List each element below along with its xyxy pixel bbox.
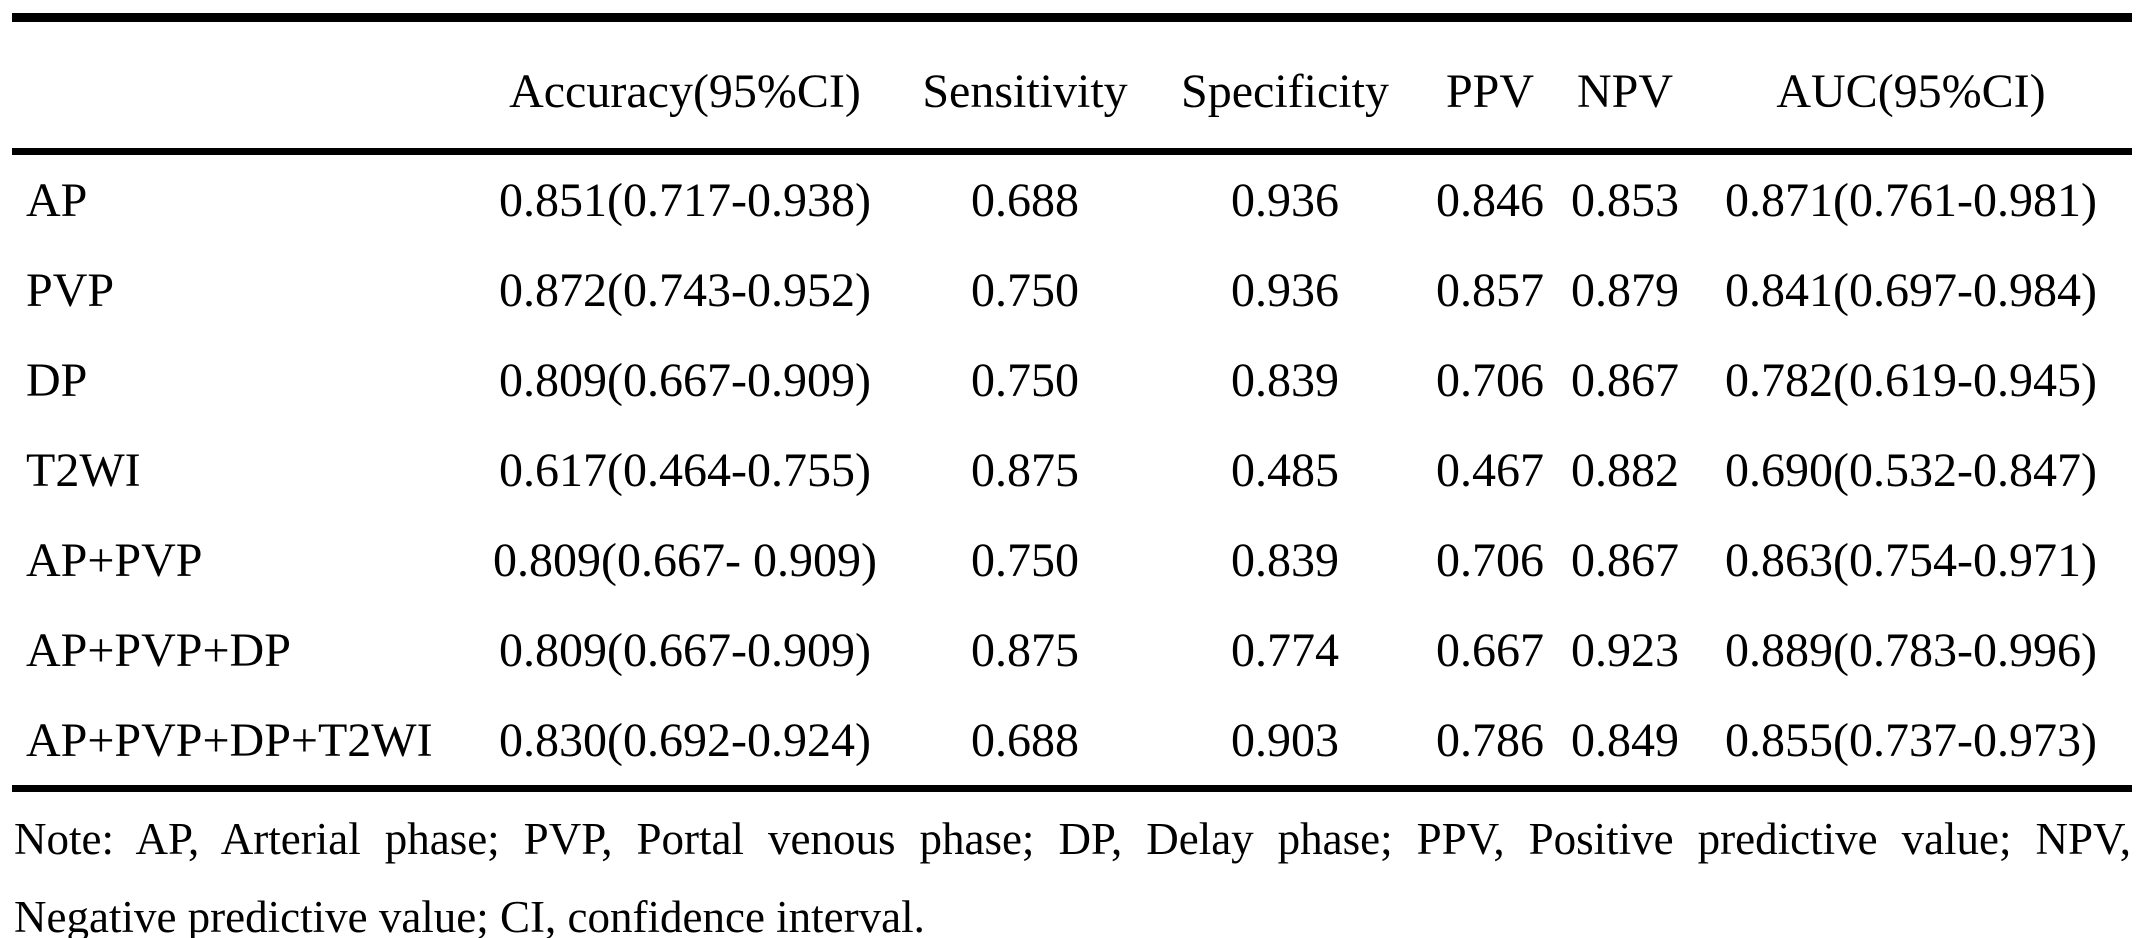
- table-cell: 0.936: [1231, 263, 1339, 317]
- table-cell: 0.750: [971, 263, 1079, 317]
- table-cell: 0.809(0.667-0.909): [499, 353, 871, 407]
- table-cell: 0.841(0.697-0.984): [1725, 263, 2097, 317]
- results-table: Accuracy(95%CI) Sensitivity Specificity …: [12, 22, 2132, 792]
- column-header-specificity: Specificity: [1150, 22, 1420, 155]
- table-cell: 0.923: [1571, 623, 1679, 677]
- table-cell: 0.809(0.667- 0.909): [493, 533, 877, 587]
- row-label: AP+PVP+DP: [26, 623, 291, 677]
- table-cell: 0.485: [1231, 443, 1339, 497]
- table-row: AP 0.851(0.717-0.938) 0.688 0.936 0.846 …: [12, 152, 2132, 246]
- table-cell: 0.706: [1436, 353, 1544, 407]
- table-cell: 0.467: [1436, 443, 1544, 497]
- table-cell: 0.855(0.737-0.973): [1690, 695, 2132, 792]
- table-cell: 0.879: [1571, 263, 1679, 317]
- table-cell: 0.857: [1436, 263, 1544, 317]
- note-text: Note: AP, Arterial phase; PVP, Portal ve…: [14, 814, 2131, 864]
- table-cell: 0.875: [971, 443, 1079, 497]
- table-cell: 0.830(0.692-0.924): [470, 695, 900, 792]
- table-row: PVP 0.872(0.743-0.952) 0.750 0.936 0.857…: [12, 245, 2132, 335]
- table-cell: 0.889(0.783-0.996): [1725, 623, 2097, 677]
- table-cell: 0.690(0.532-0.847): [1725, 443, 2097, 497]
- table-row: T2WI 0.617(0.464-0.755) 0.875 0.485 0.46…: [12, 425, 2132, 515]
- table-cell: 0.871(0.761-0.981): [1725, 173, 2097, 227]
- table-row: AP+PVP 0.809(0.667- 0.909) 0.750 0.839 0…: [12, 515, 2132, 605]
- table-row: AP+PVP+DP+T2WI 0.830(0.692-0.924) 0.688 …: [12, 695, 2132, 792]
- table-header: Accuracy(95%CI) Sensitivity Specificity …: [12, 22, 2132, 155]
- table-footnote: Note: AP, Arterial phase; PVP, Portal ve…: [14, 800, 2131, 938]
- column-header-accuracy: Accuracy(95%CI): [470, 22, 900, 155]
- table-cell: 0.882: [1571, 443, 1679, 497]
- table-cell: 0.839: [1231, 353, 1339, 407]
- table-top-rule: [12, 13, 2132, 22]
- table-cell: 0.875: [971, 623, 1079, 677]
- column-header-blank: [12, 22, 470, 155]
- table-cell: 0.849: [1560, 695, 1690, 792]
- table-cell: 0.706: [1436, 533, 1544, 587]
- table-cell: 0.774: [1231, 623, 1339, 677]
- table-cell: 0.688: [971, 173, 1079, 227]
- table-cell: 0.750: [971, 533, 1079, 587]
- table-cell: 0.782(0.619-0.945): [1725, 353, 2097, 407]
- table-cell: 0.846: [1436, 173, 1544, 227]
- table-cell: 0.786: [1420, 695, 1560, 792]
- column-header-ppv: PPV: [1420, 22, 1560, 155]
- column-header-auc: AUC(95%CI): [1690, 22, 2132, 155]
- table-cell: 0.867: [1571, 353, 1679, 407]
- table-cell: 0.853: [1571, 173, 1679, 227]
- table-cell: 0.750: [971, 353, 1079, 407]
- row-label: AP+PVP+DP+T2WI: [12, 695, 470, 792]
- table-cell: 0.809(0.667-0.909): [499, 623, 871, 677]
- table-cell: 0.903: [1150, 695, 1420, 792]
- row-label: AP+PVP: [26, 533, 203, 587]
- table-cell: 0.839: [1231, 533, 1339, 587]
- table-cell: 0.851(0.717-0.938): [499, 173, 871, 227]
- row-label: DP: [26, 353, 88, 407]
- row-label: AP: [26, 173, 88, 227]
- header-row: Accuracy(95%CI) Sensitivity Specificity …: [12, 22, 2132, 155]
- table-cell: 0.688: [900, 695, 1150, 792]
- row-label: T2WI: [26, 443, 141, 497]
- table-cell: 0.667: [1436, 623, 1544, 677]
- column-header-npv: NPV: [1560, 22, 1690, 155]
- table-cell: 0.872(0.743-0.952): [499, 263, 871, 317]
- table-cell: 0.867: [1571, 533, 1679, 587]
- table-body: AP 0.851(0.717-0.938) 0.688 0.936 0.846 …: [12, 152, 2132, 792]
- table-row: DP 0.809(0.667-0.909) 0.750 0.839 0.706 …: [12, 335, 2132, 425]
- table-row: AP+PVP+DP 0.809(0.667-0.909) 0.875 0.774…: [12, 605, 2132, 695]
- row-label: PVP: [26, 263, 115, 317]
- table-cell: 0.617(0.464-0.755): [499, 443, 871, 497]
- note-text: Negative predictive value; CI, confidenc…: [14, 892, 925, 938]
- table-cell: 0.863(0.754-0.971): [1725, 533, 2097, 587]
- column-header-sensitivity: Sensitivity: [900, 22, 1150, 155]
- table-cell: 0.936: [1231, 173, 1339, 227]
